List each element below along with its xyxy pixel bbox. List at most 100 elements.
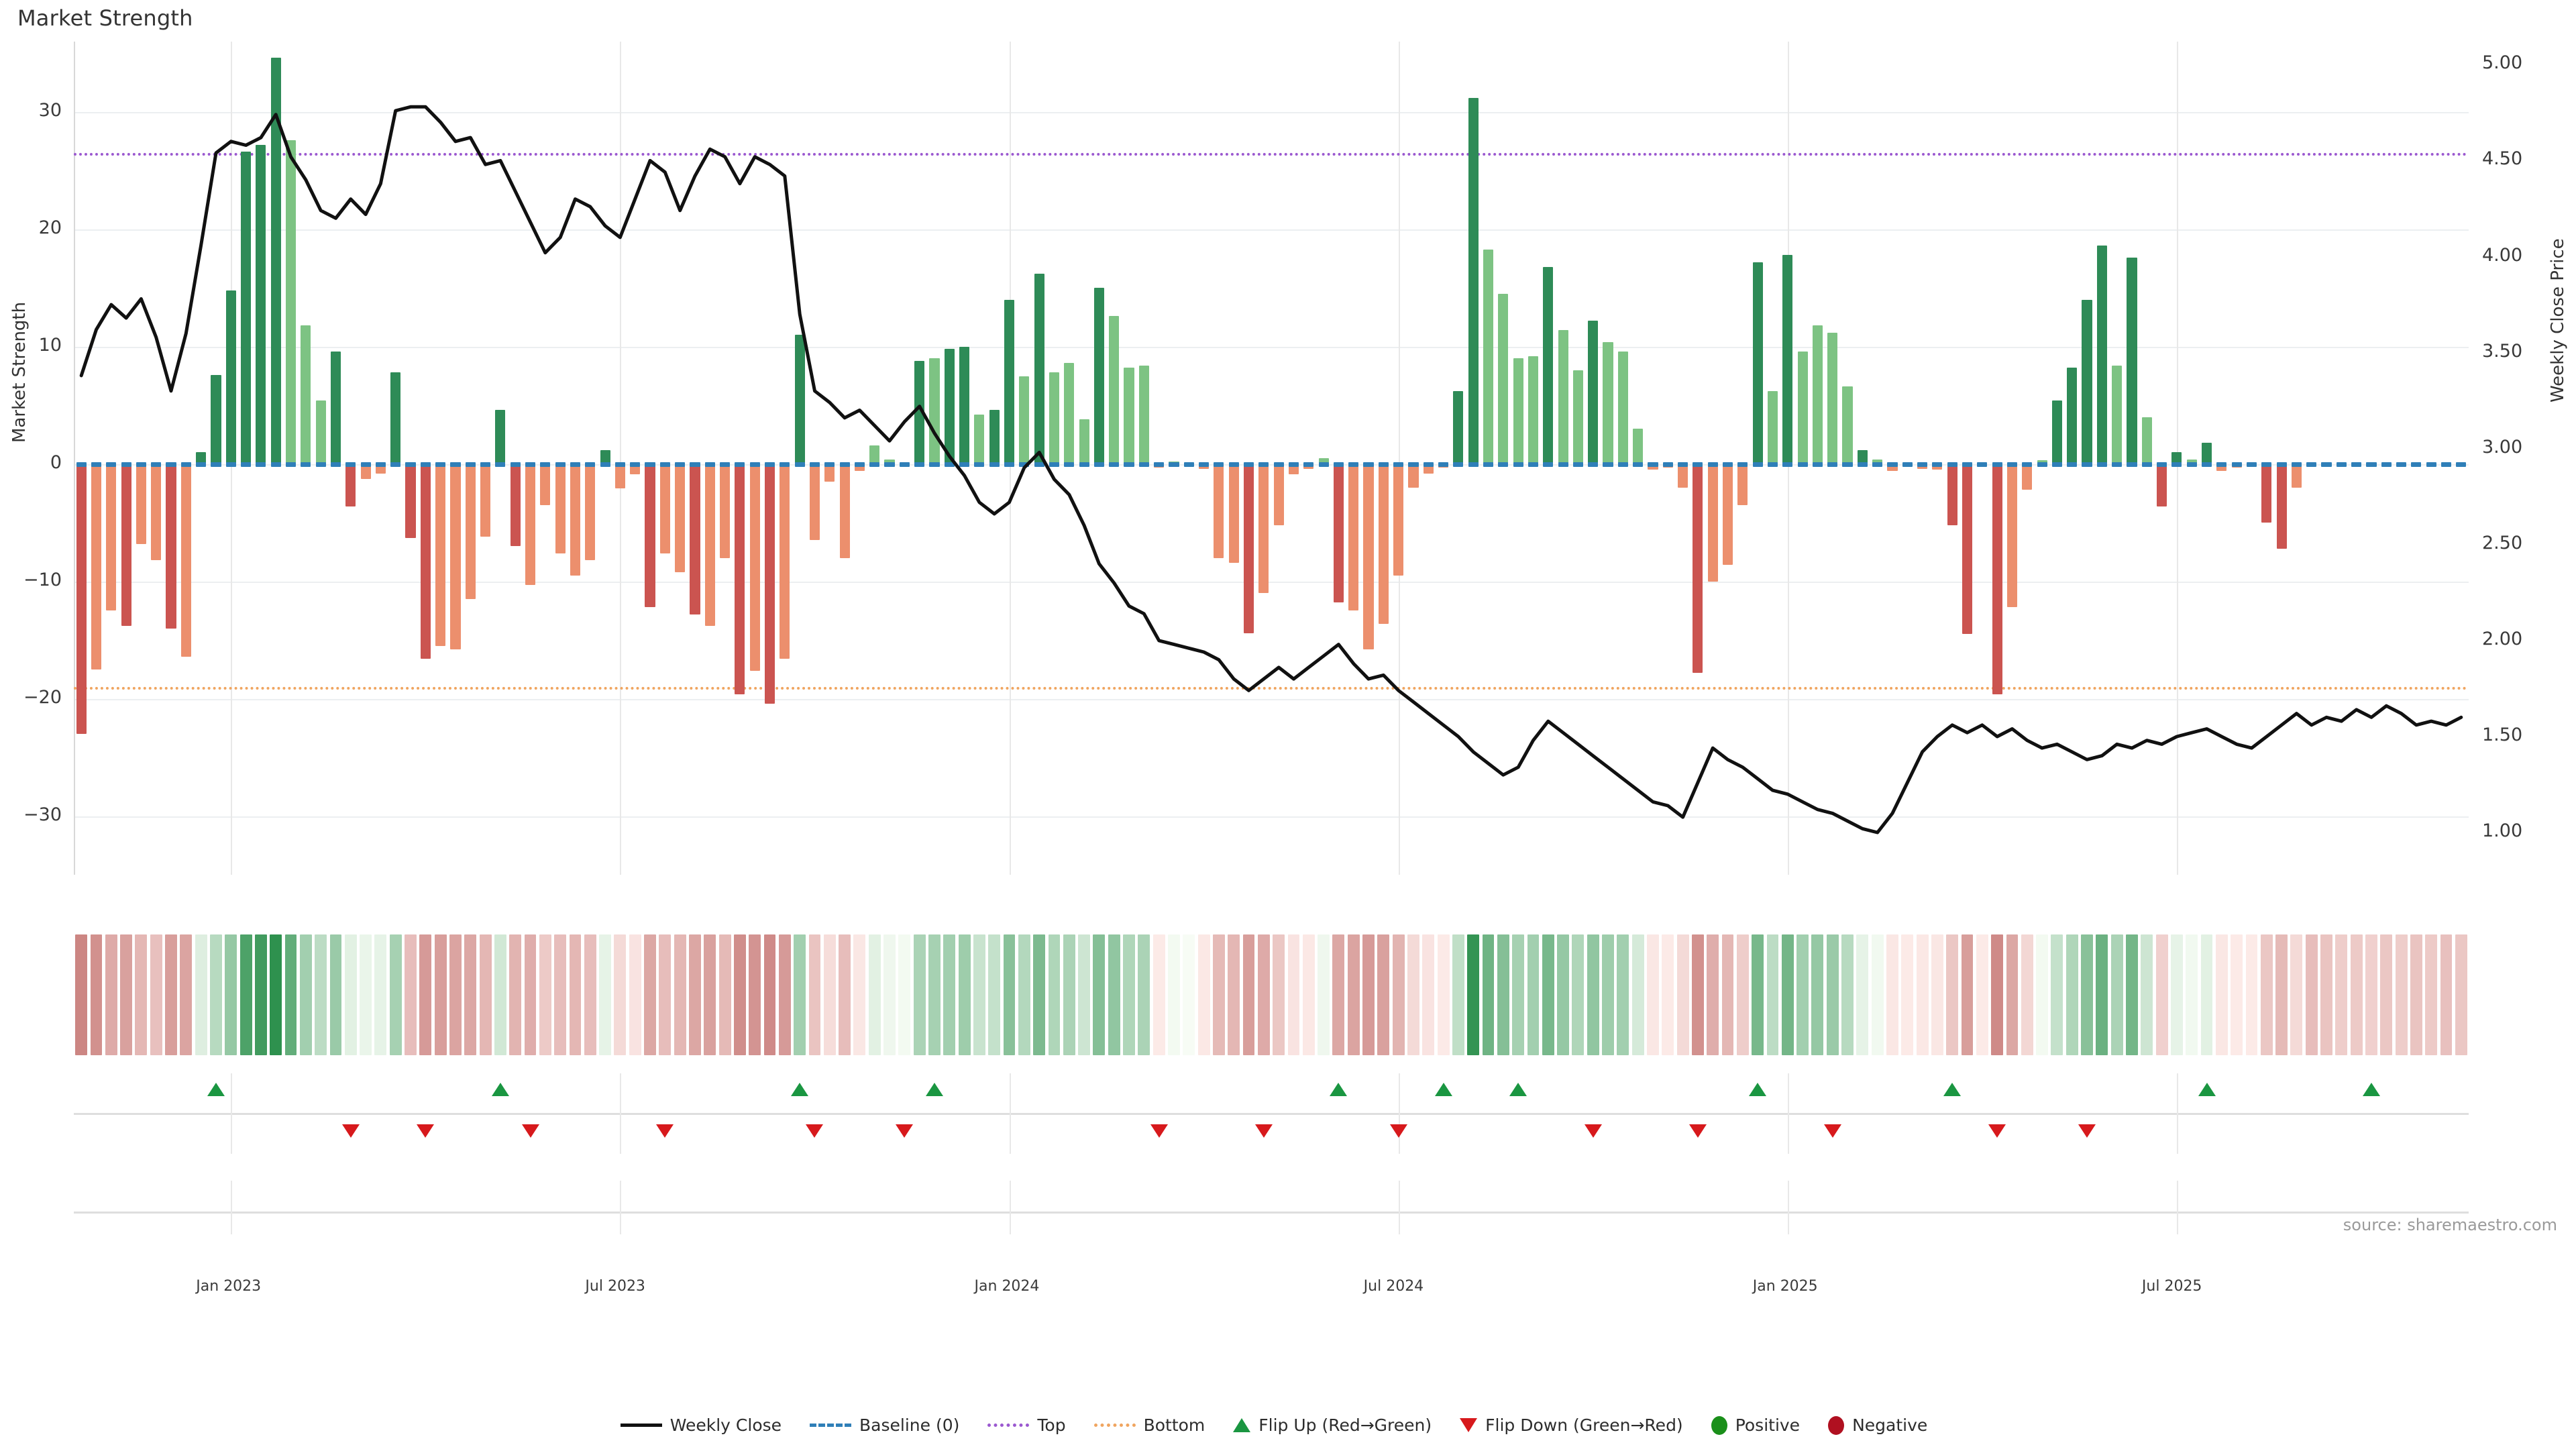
heatmap-cell: [449, 934, 462, 1055]
legend-item-baseline-0[interactable]: Baseline (0): [810, 1415, 959, 1435]
baseline-tick: [2426, 462, 2436, 467]
strength-bar: [1782, 255, 1793, 464]
heatmap-cell: [2335, 934, 2348, 1055]
baseline-tick: [256, 462, 266, 467]
baseline-tick: [465, 462, 476, 467]
vertical-gridline: [620, 1073, 622, 1154]
strength-bar: [465, 464, 476, 599]
heatmap-cell: [823, 934, 836, 1055]
baseline-tick: [659, 462, 670, 467]
y-axis-right-title: Weekly Close Price: [2548, 238, 2568, 402]
legend-label: Bottom: [1143, 1415, 1205, 1435]
flip-up-icon: [925, 1083, 943, 1096]
baseline-tick: [1722, 462, 1733, 467]
baseline-tick: [1288, 462, 1299, 467]
flip-up-icon: [2198, 1083, 2216, 1096]
legend-item-flip-down-green-red[interactable]: Flip Down (Green→Red): [1460, 1415, 1683, 1435]
heatmap-cell: [2186, 934, 2198, 1055]
strength-bar: [510, 464, 521, 547]
baseline-tick: [1872, 462, 1883, 467]
baseline-tick: [495, 462, 506, 467]
heatmap-cell: [1587, 934, 1599, 1055]
strength-bar: [2171, 452, 2182, 464]
heatmap-cell: [1796, 934, 1809, 1055]
heatmap-cell: [718, 934, 731, 1055]
baseline-tick: [1034, 462, 1044, 467]
strength-bar: [345, 464, 356, 506]
strength-bar: [854, 464, 865, 472]
baseline-tick: [1543, 462, 1554, 467]
legend-item-top[interactable]: Top: [987, 1415, 1066, 1435]
baseline-tick: [764, 462, 775, 467]
heatmap-cell: [270, 934, 282, 1055]
baseline-tick: [720, 462, 731, 467]
baseline-tick: [1064, 462, 1075, 467]
vertical-gridline: [1787, 1181, 1789, 1234]
strength-bar: [211, 374, 221, 464]
baseline-tick: [166, 462, 176, 467]
strength-heatmap-strip: [74, 934, 2469, 1055]
heatmap-cell: [509, 934, 522, 1055]
baseline-tick: [435, 462, 446, 467]
heatmap-cell: [883, 934, 896, 1055]
baseline-tick: [1183, 462, 1194, 467]
legend-item-bottom[interactable]: Bottom: [1093, 1415, 1205, 1435]
baseline-tick: [1693, 462, 1703, 467]
heatmap-cell: [554, 934, 567, 1055]
baseline-tick: [180, 462, 191, 467]
heatmap-cell: [2110, 934, 2123, 1055]
baseline-tick: [854, 462, 865, 467]
strength-bar: [2022, 464, 2033, 490]
heatmap-cell: [1093, 934, 1106, 1055]
heatmap-cell: [1946, 934, 1959, 1055]
strength-bar: [450, 464, 461, 650]
baseline-tick: [106, 462, 117, 467]
x-tick-label: Jul 2023: [585, 1278, 645, 1295]
strength-bar: [1363, 464, 1374, 650]
strength-bar: [1124, 368, 1134, 464]
strength-bar: [1588, 321, 1599, 464]
top-reference-line: [74, 153, 2469, 156]
y2-tick-label: 4.50: [2482, 148, 2523, 170]
flip-down-icon: [896, 1124, 914, 1138]
heatmap-cell: [1377, 934, 1390, 1055]
baseline-tick: [2112, 462, 2123, 467]
heatmap-cell: [794, 934, 806, 1055]
heatmap-cell: [315, 934, 327, 1055]
heatmap-cell: [374, 934, 387, 1055]
baseline-tick: [675, 462, 686, 467]
baseline-tick: [989, 462, 1000, 467]
baseline-tick: [540, 462, 551, 467]
gridline: [74, 464, 2469, 466]
legend-label: Positive: [1735, 1415, 1801, 1435]
strength-bar: [540, 464, 551, 505]
baseline-tick: [225, 462, 236, 467]
flip-up-icon: [491, 1083, 509, 1096]
baseline-tick: [1842, 462, 1853, 467]
heatmap-cell: [1721, 934, 1734, 1055]
flip-down-icon: [1150, 1124, 1168, 1138]
strength-bar: [1393, 464, 1404, 576]
heatmap-cell: [1257, 934, 1270, 1055]
heatmap-cell: [898, 934, 911, 1055]
heatmap-cell: [1752, 934, 1764, 1055]
legend-item-negative[interactable]: Negative: [1828, 1415, 1927, 1435]
heatmap-cell: [2021, 934, 2033, 1055]
strength-bar: [2096, 246, 2107, 464]
baseline-tick: [1887, 462, 1898, 467]
baseline-tick: [1483, 462, 1494, 467]
heatmap-cell: [1347, 934, 1360, 1055]
heatmap-cell: [1901, 934, 1914, 1055]
heatmap-cell: [1707, 934, 1719, 1055]
strength-bar: [1648, 464, 1658, 470]
legend-item-weekly-close[interactable]: Weekly Close: [620, 1415, 782, 1435]
bottom-dotted-icon: [1093, 1424, 1136, 1427]
legend-item-positive[interactable]: Positive: [1711, 1415, 1800, 1435]
flip-up-icon: [1749, 1083, 1767, 1096]
heatmap-cell: [1676, 934, 1689, 1055]
strength-bar: [914, 360, 925, 464]
baseline-tick: [839, 462, 850, 467]
heatmap-cell: [284, 934, 297, 1055]
baseline-tick: [1767, 462, 1778, 467]
legend-item-flip-up-red-green[interactable]: Flip Up (Red→Green): [1233, 1415, 1432, 1435]
